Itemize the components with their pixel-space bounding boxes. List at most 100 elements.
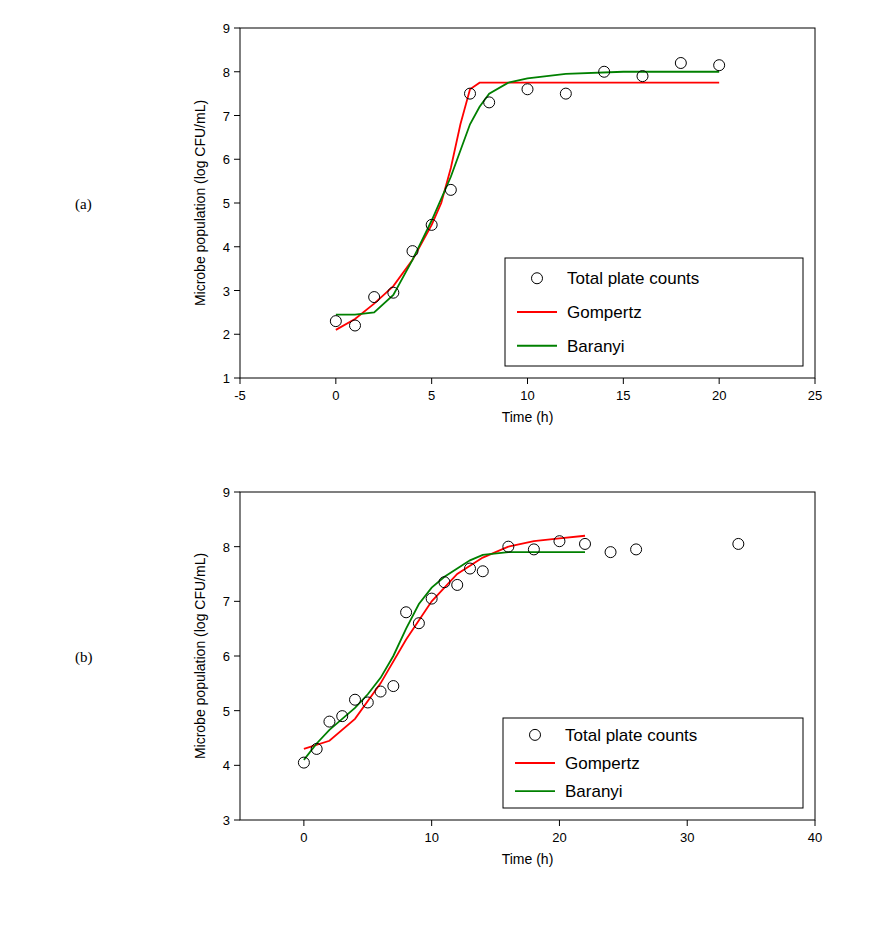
panel-label: (a) <box>75 196 92 213</box>
data-point <box>560 88 571 99</box>
data-point <box>388 681 399 692</box>
data-point <box>637 71 648 82</box>
y-tick <box>234 159 240 160</box>
y-tick <box>234 115 240 116</box>
x-tick <box>527 378 528 384</box>
y-tick <box>234 71 240 72</box>
data-point <box>452 579 463 590</box>
x-tick-label: 25 <box>808 388 822 403</box>
x-tick-label: 0 <box>332 388 339 403</box>
y-tick-label: 6 <box>223 152 230 167</box>
panel: (b)0102030403456789Time (h)Microbe popul… <box>75 485 822 867</box>
x-tick <box>431 378 432 384</box>
y-tick-label: 4 <box>223 240 230 255</box>
data-point <box>465 563 476 574</box>
data-point <box>375 686 386 697</box>
legend-box <box>505 258 803 366</box>
data-point <box>324 716 335 727</box>
x-tick-label: 20 <box>552 830 566 845</box>
y-tick-label: 7 <box>223 109 230 124</box>
x-tick-label: 15 <box>616 388 630 403</box>
y-tick <box>234 246 240 247</box>
data-point <box>554 536 565 547</box>
x-tick <box>687 820 688 826</box>
x-tick-label: -5 <box>234 388 246 403</box>
legend-box <box>503 718 803 808</box>
data-point <box>298 757 309 768</box>
data-point <box>477 566 488 577</box>
y-tick-label: 8 <box>223 65 230 80</box>
x-tick <box>431 820 432 826</box>
plot-frame <box>240 28 815 378</box>
data-point <box>605 547 616 558</box>
legend: Total plate counts Gompertz Baranyi <box>503 718 803 808</box>
data-point <box>426 593 437 604</box>
y-tick-label: 2 <box>223 327 230 342</box>
data-point <box>337 711 348 722</box>
y-tick <box>234 28 240 29</box>
data-point <box>445 184 456 195</box>
x-tick <box>815 820 816 826</box>
data-point <box>484 97 495 108</box>
legend-line <box>515 762 555 764</box>
y-axis-label: Microbe population (log CFU/mL) <box>192 553 208 759</box>
x-tick <box>240 378 241 384</box>
plot-frame <box>240 492 815 820</box>
x-tick <box>719 378 720 384</box>
x-tick <box>815 378 816 384</box>
data-point <box>522 84 533 95</box>
legend-marker <box>532 273 543 284</box>
y-tick-label: 8 <box>223 540 230 555</box>
y-tick-label: 3 <box>223 284 230 299</box>
data-point <box>599 66 610 77</box>
x-tick-label: 20 <box>712 388 726 403</box>
y-tick <box>234 203 240 204</box>
data-point <box>350 320 361 331</box>
data-point <box>413 618 424 629</box>
x-axis-label: Time (h) <box>502 409 554 425</box>
y-tick-label: 7 <box>223 594 230 609</box>
data-point <box>439 577 450 588</box>
data-point <box>350 694 361 705</box>
x-tick <box>623 378 624 384</box>
x-tick <box>303 820 304 826</box>
data-point <box>675 58 686 69</box>
x-tick-label: 10 <box>424 830 438 845</box>
y-tick <box>234 290 240 291</box>
data-point <box>369 292 380 303</box>
y-tick <box>234 492 240 493</box>
x-tick-label: 5 <box>428 388 435 403</box>
y-tick <box>234 546 240 547</box>
y-tick <box>234 765 240 766</box>
y-tick-label: 9 <box>223 21 230 36</box>
y-tick-label: 9 <box>223 485 230 500</box>
y-tick <box>234 656 240 657</box>
legend-label: Gompertz <box>565 754 640 773</box>
figure: (a)-50510152025123456789Time (h)Microbe … <box>0 0 875 928</box>
legend: Total plate countsGompertzBaranyi <box>505 258 803 366</box>
panel-label: (b) <box>75 649 93 666</box>
y-axis-label: Microbe population (log CFU/mL) <box>192 100 208 306</box>
x-tick-label: 10 <box>520 388 534 403</box>
y-tick <box>234 334 240 335</box>
legend-label: Baranyi <box>565 782 623 801</box>
y-tick-label: 6 <box>223 649 230 664</box>
legend-line <box>517 311 557 313</box>
data-point <box>401 607 412 618</box>
panel: (a)-50510152025123456789Time (h)Microbe … <box>75 21 822 425</box>
y-tick <box>234 820 240 821</box>
y-tick <box>234 378 240 379</box>
y-tick <box>234 710 240 711</box>
series-line <box>304 536 585 749</box>
data-point <box>330 316 341 327</box>
legend-label: Gompertz <box>567 303 642 322</box>
legend-label: Total plate counts <box>565 726 697 745</box>
x-tick <box>335 378 336 384</box>
data-point <box>733 538 744 549</box>
legend-marker <box>530 729 541 740</box>
data-point <box>631 544 642 555</box>
x-tick-label: 40 <box>808 830 822 845</box>
data-point <box>407 246 418 257</box>
legend-line <box>515 790 555 792</box>
y-tick-label: 3 <box>223 813 230 828</box>
